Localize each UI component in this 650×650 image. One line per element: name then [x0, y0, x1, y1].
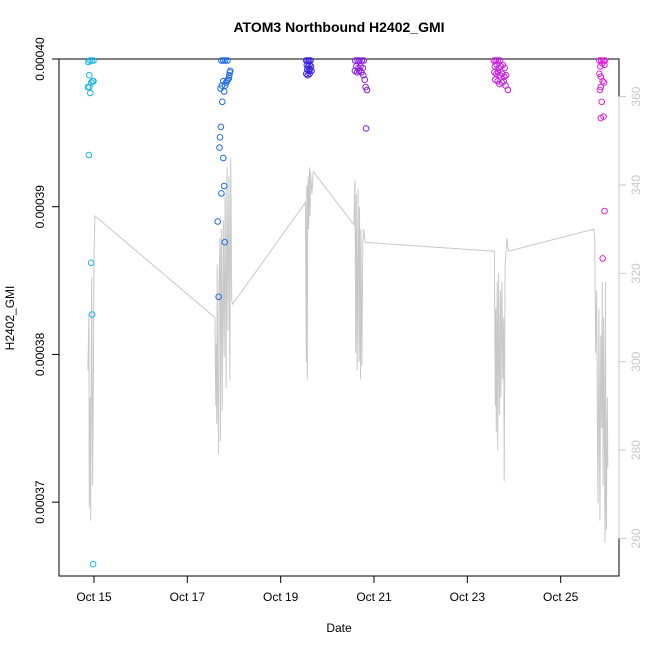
scatter-point: [596, 86, 604, 94]
x-axis: Oct 15 Oct 17 Oct 19 Oct 21 Oct 23 Oct 25: [76, 575, 579, 604]
gmi-series-line: [87, 158, 609, 543]
x-axis-label: Date: [326, 621, 352, 635]
scatter-point: [494, 57, 502, 64]
scatter-point: [598, 98, 606, 106]
scatter-point: [88, 311, 96, 318]
y2-tick-label: 340: [629, 175, 643, 195]
scatter-point: [86, 71, 93, 79]
scatter-point: [218, 190, 225, 197]
scatter-point: [220, 57, 227, 64]
y-tick-label: 0.00037: [33, 480, 47, 524]
y2-tick-label: 320: [629, 263, 643, 283]
gmi-line-layer: [87, 158, 609, 543]
x-tick-label: Oct 21: [356, 590, 392, 604]
scatter-point: [497, 63, 505, 70]
scatter-point: [87, 259, 95, 267]
y-axis-left: 0.00037 0.00038 0.00039 0.00040: [33, 37, 60, 524]
scatter-point: [363, 86, 371, 94]
scatter-point: [88, 57, 95, 64]
scatter-point: [90, 57, 97, 64]
scatter-point: [215, 293, 222, 301]
y-tick-label: 0.00038: [33, 332, 47, 376]
scatter-point: [360, 57, 368, 64]
scatter-point: [601, 207, 608, 215]
y2-tick-label: 260: [629, 528, 643, 548]
x-tick-label: Oct 17: [170, 590, 206, 604]
scatter-point: [86, 57, 94, 64]
scatter-point: [303, 70, 310, 78]
scatter-point: [600, 79, 608, 86]
scatter-point: [216, 144, 223, 151]
scatter-point: [501, 64, 509, 72]
y-tick-label: 0.00040: [33, 37, 47, 81]
y-axis-right: 260 280 300 320 340 360: [618, 86, 643, 548]
scatter-point: [504, 86, 512, 94]
scatter-point: [500, 73, 508, 80]
y-axis-label: H2402_GMI: [3, 286, 17, 351]
scatter-point: [90, 77, 97, 85]
scatter-point: [306, 70, 313, 78]
scatter-point: [353, 69, 361, 76]
scatter-point: [304, 71, 312, 79]
scatter-point: [491, 69, 498, 76]
scatter-point: [218, 82, 226, 89]
x-tick-label: Oct 25: [543, 590, 579, 604]
scatter-point: [220, 88, 228, 95]
scatter-point: [217, 123, 225, 131]
x-tick-label: Oct 15: [76, 590, 112, 604]
scatter-point: [360, 71, 367, 79]
chart-title: ATOM3 Northbound H2402_GMI: [233, 19, 444, 35]
x-tick-label: Oct 19: [263, 590, 299, 604]
y2-tick-label: 280: [629, 440, 643, 460]
scatter-point: [216, 134, 224, 141]
scatter-point: [306, 66, 314, 73]
scatter-point: [220, 182, 228, 190]
scatter-point: [358, 57, 366, 64]
scatter-point: [224, 57, 231, 64]
y2-tick-label: 360: [629, 86, 643, 106]
scatter-point: [502, 71, 510, 79]
scatter-point: [600, 113, 607, 120]
scatter-point: [227, 67, 234, 75]
scatter-point: [214, 218, 221, 225]
scatter-point: [218, 57, 225, 64]
scatter-point: [224, 76, 232, 83]
x-tick-label: Oct 23: [450, 590, 486, 604]
scatter-point: [361, 76, 369, 83]
scatter-point: [221, 238, 228, 246]
scatter-point: [362, 125, 370, 132]
y2-tick-label: 300: [629, 351, 643, 371]
plot-frame: [58, 58, 620, 577]
scatter-point: [87, 89, 94, 97]
scatter-point: [303, 61, 311, 69]
scatter-point: [599, 255, 607, 262]
scatter-point: [601, 61, 608, 69]
scatter-point: [599, 77, 607, 85]
scatter-point: [219, 98, 226, 106]
scatter-point: [597, 83, 605, 91]
y-tick-label: 0.00039: [33, 185, 47, 229]
scatter-point: [89, 560, 97, 568]
scatter-point: [226, 71, 233, 79]
scatter-points-layer: [84, 57, 609, 568]
scatter-point: [220, 154, 227, 162]
scatter-point: [221, 57, 229, 64]
scatter-point: [85, 151, 93, 159]
